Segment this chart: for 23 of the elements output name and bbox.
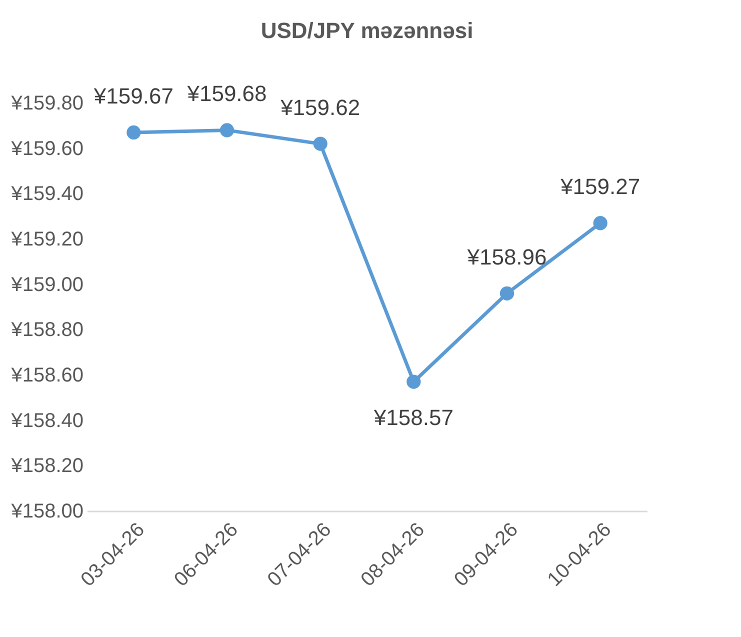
point xyxy=(126,125,141,140)
point xyxy=(406,374,421,389)
y-tick-label: ¥159.20 xyxy=(10,228,84,250)
y-tick-label: ¥158.20 xyxy=(10,455,84,478)
y-tick-label: ¥159.40 xyxy=(10,183,84,206)
y-tick-label: ¥159.60 xyxy=(10,138,84,160)
point xyxy=(313,136,328,151)
y-tick-label: ¥158.40 xyxy=(10,410,84,432)
y-tick-label: ¥158.00 xyxy=(10,500,84,522)
data-label: ¥159.67 xyxy=(92,83,174,108)
data-label: ¥159.27 xyxy=(560,174,640,200)
data-label: ¥158.57 xyxy=(372,404,454,430)
point xyxy=(593,216,608,230)
point xyxy=(500,286,514,300)
y-tick-label: ¥159.00 xyxy=(10,274,84,296)
data-label: ¥159.62 xyxy=(280,94,360,120)
data-label: ¥159.68 xyxy=(186,81,267,106)
point xyxy=(220,123,234,138)
y-tick-label: ¥158.80 xyxy=(10,319,84,342)
data-label: ¥158.96 xyxy=(466,244,547,270)
y-tick-label: ¥159.80 xyxy=(10,92,84,114)
chart-title: USD/JPY məzənnəsi xyxy=(260,18,474,44)
y-tick-label: ¥158.60 xyxy=(10,364,84,386)
